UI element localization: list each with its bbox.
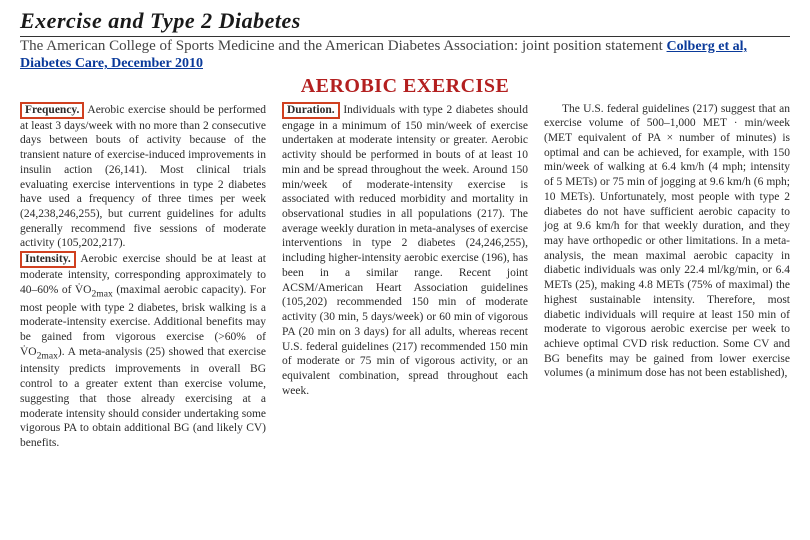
document-title: Exercise and Type 2 Diabetes <box>20 8 790 34</box>
frequency-label: Frequency. <box>20 102 84 119</box>
intensity-text-c: ). A meta-analysis (25) showed that exer… <box>20 346 266 449</box>
intensity-label: Intensity. <box>20 251 76 268</box>
title-rule <box>20 36 790 37</box>
subtitle-text: The American College of Sports Medicine … <box>20 38 663 54</box>
columns-container: Frequency. Aerobic exercise should be pe… <box>20 102 790 451</box>
col3-text: The U.S. federal guidelines (217) sugges… <box>544 103 790 380</box>
section-title: AEROBIC EXERCISE <box>20 75 790 98</box>
column-3: The U.S. federal guidelines (217) sugges… <box>544 102 790 451</box>
document-subtitle: The American College of Sports Medicine … <box>20 38 790 73</box>
column-2: Duration. Individuals with type 2 diabet… <box>282 102 528 451</box>
duration-label: Duration. <box>282 102 340 119</box>
frequency-text: Aerobic exercise should be performed at … <box>20 104 266 250</box>
vo2max-sub: 2max <box>91 288 112 299</box>
column-1: Frequency. Aerobic exercise should be pe… <box>20 102 266 451</box>
vo2max-sub-2: 2max <box>37 350 58 361</box>
duration-text: Individuals with type 2 diabetes should … <box>282 104 528 397</box>
